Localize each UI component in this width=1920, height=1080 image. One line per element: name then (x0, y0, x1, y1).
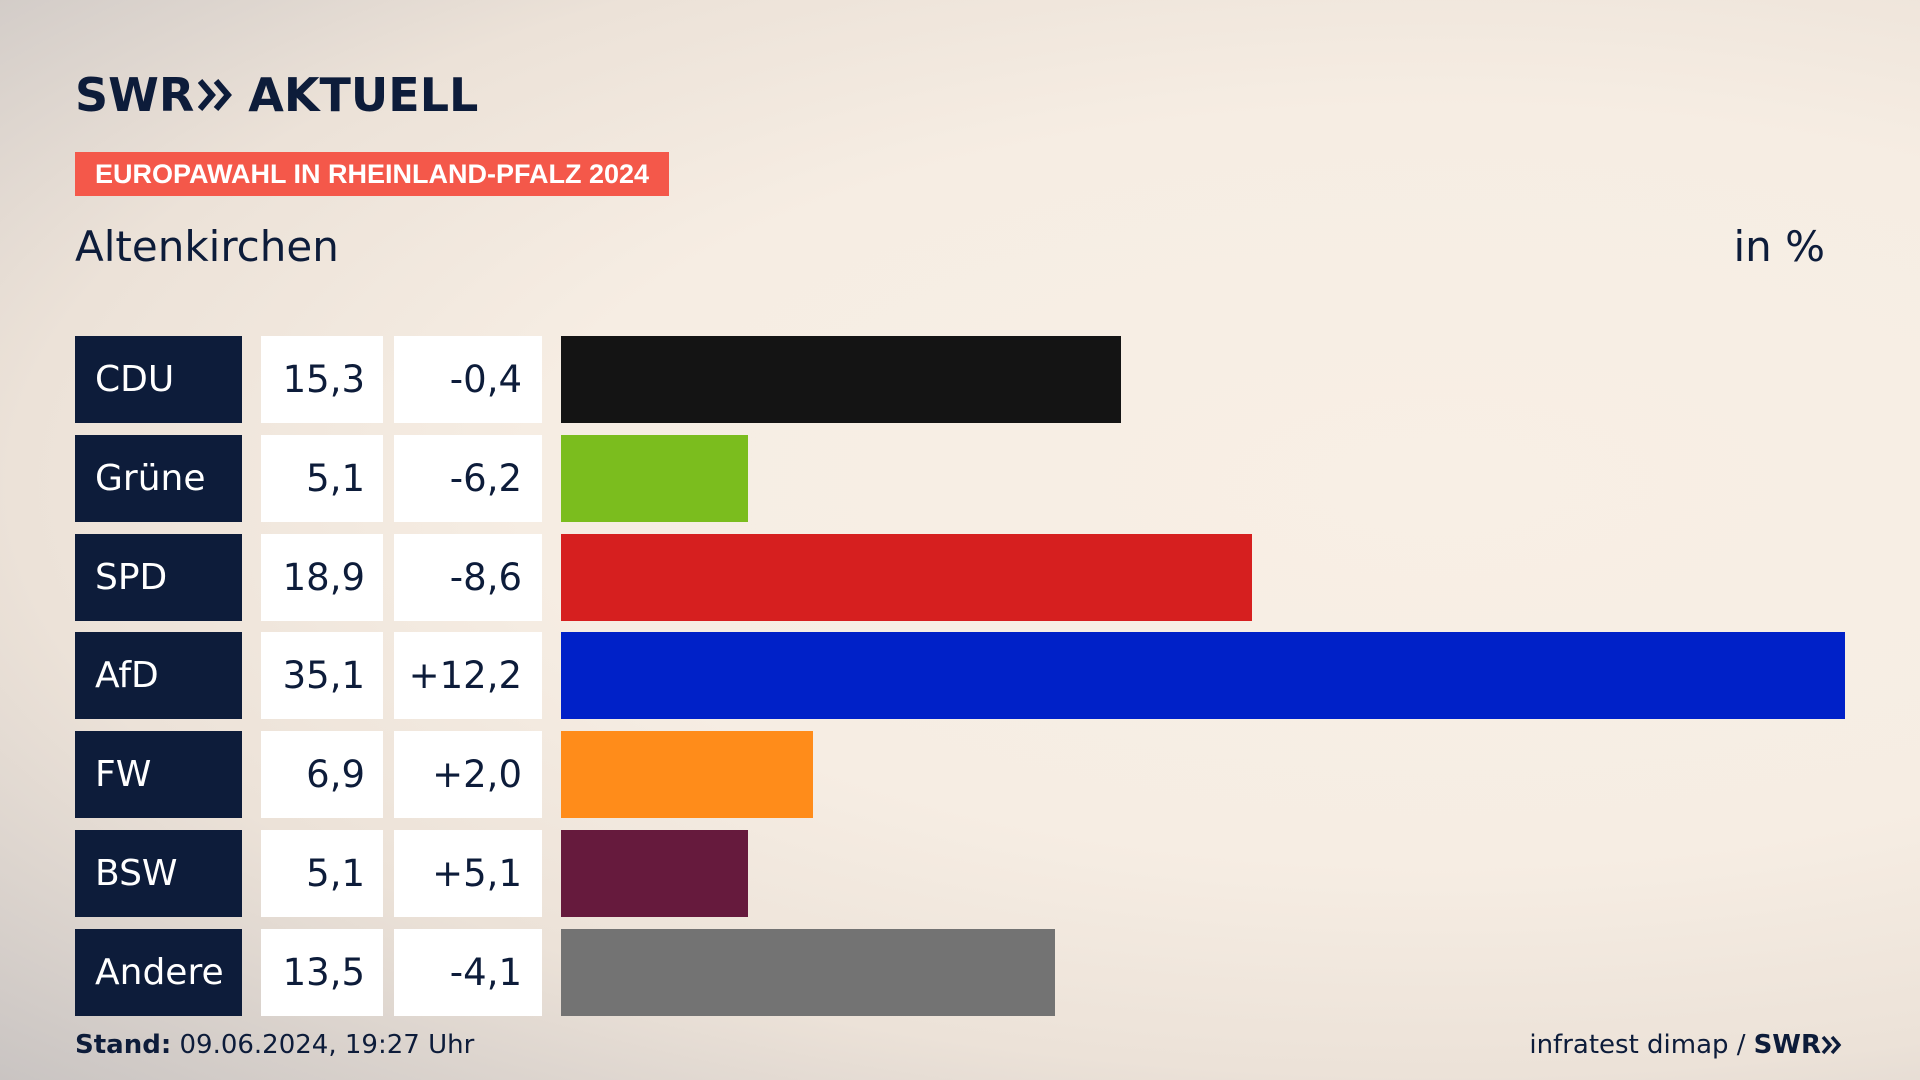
change-label: +5,1 (394, 830, 542, 917)
result-bar (561, 830, 748, 917)
vote-share-label: 15,3 (261, 336, 383, 423)
change-label: -0,4 (394, 336, 542, 423)
party-label: FW (75, 731, 242, 819)
result-bar (561, 731, 814, 819)
double-chevron-icon (1821, 1035, 1842, 1055)
party-label: CDU (75, 336, 242, 423)
result-row: AfD 35,1 +12,2 (0, 632, 1920, 720)
double-chevron-icon (198, 79, 233, 111)
party-label: AfD (75, 632, 242, 720)
result-bar (561, 336, 1121, 423)
change-label: -6,2 (394, 434, 542, 522)
election-tag: EUROPAWAHL IN RHEINLAND-PFALZ 2024 (75, 152, 670, 196)
swr-aktuell-logo: SWR AKTUELL (75, 68, 478, 122)
result-row: CDU 15,3 -0,4 (0, 336, 1920, 423)
stand-value: 09.06.2024, 19:27 Uhr (179, 1030, 475, 1060)
unit-label: in % (1733, 222, 1825, 271)
source-label: infratest dimap / (1529, 1030, 1746, 1060)
source-brand-logo: SWR (1754, 1030, 1843, 1060)
change-label: +2,0 (394, 731, 542, 819)
vote-share-label: 6,9 (261, 731, 383, 819)
result-bar (561, 533, 1253, 621)
vote-share-label: 13,5 (261, 928, 383, 1016)
party-label: SPD (75, 533, 242, 621)
logo-product: AKTUELL (248, 68, 479, 122)
result-row: Grüne 5,1 -6,2 (0, 434, 1920, 522)
region-title: Altenkirchen (75, 222, 339, 271)
source-brand: SWR (1753, 1030, 1821, 1060)
vote-share-label: 35,1 (261, 632, 383, 720)
party-label: BSW (75, 830, 242, 917)
source-credit: infratest dimap / SWR (1529, 1030, 1843, 1060)
change-label: -4,1 (394, 928, 542, 1016)
party-label: Grüne (75, 434, 242, 522)
vote-share-label: 5,1 (261, 830, 383, 917)
timestamp: Stand: 09.06.2024, 19:27 Uhr (75, 1030, 474, 1060)
result-row: BSW 5,1 +5,1 (0, 830, 1920, 917)
change-label: -8,6 (394, 533, 542, 621)
result-bar (561, 434, 748, 522)
result-row: Andere 13,5 -4,1 (0, 928, 1920, 1016)
change-label: +12,2 (394, 632, 542, 720)
result-bar (561, 632, 1845, 720)
stand-label: Stand: (75, 1030, 172, 1060)
result-bar (561, 928, 1055, 1016)
vote-share-label: 18,9 (261, 533, 383, 621)
logo-brand: SWR (75, 68, 195, 122)
result-row: SPD 18,9 -8,6 (0, 533, 1920, 621)
vote-share-label: 5,1 (261, 434, 383, 522)
result-row: FW 6,9 +2,0 (0, 731, 1920, 819)
party-label: Andere (75, 928, 242, 1016)
